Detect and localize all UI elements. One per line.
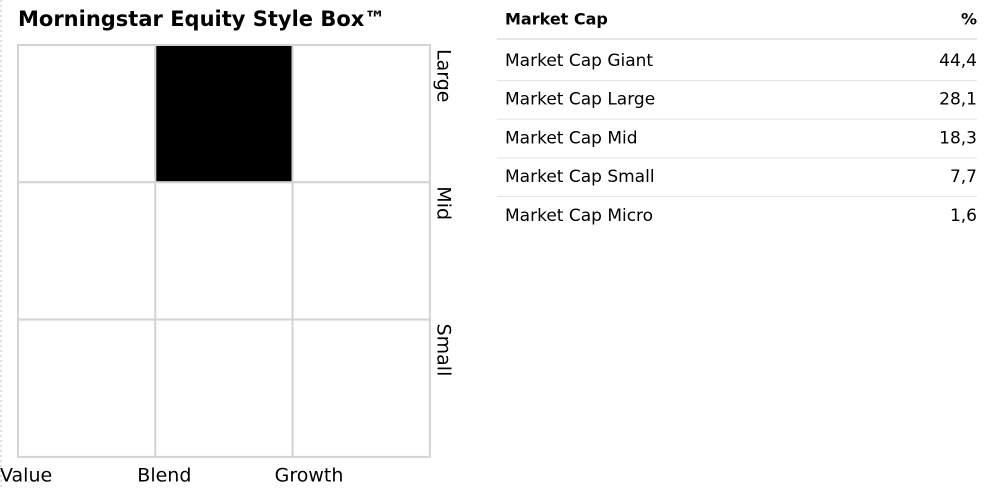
style-box-cell (291, 181, 431, 321)
row-value: 44,4 (939, 51, 977, 71)
row-name: Market Cap Small (505, 167, 655, 187)
row-name: Market Cap Large (505, 90, 655, 110)
column-label: Blend (137, 465, 191, 487)
style-box-title: Morningstar Equity Style Box™ (18, 7, 385, 31)
row-name: Market Cap Giant (505, 51, 653, 71)
style-box-cell (291, 44, 431, 184)
row-label: Small (433, 324, 455, 377)
style-box-cell (154, 181, 294, 321)
column-label: Growth (275, 465, 344, 487)
style-box-cell (17, 181, 157, 321)
row-label: Mid (433, 186, 455, 220)
row-name: Market Cap Micro (505, 206, 653, 226)
table-header: Market Cap (505, 10, 608, 29)
row-label: Large (433, 49, 455, 102)
style-box-cell (17, 44, 157, 184)
row-name: Market Cap Mid (505, 128, 638, 148)
style-box-cell (154, 318, 294, 458)
column-label: Value (0, 465, 52, 487)
row-value: 7,7 (950, 167, 977, 187)
style-box-cell (291, 318, 431, 458)
style-box-cell (154, 44, 294, 184)
row-value: 28,1 (939, 90, 977, 110)
row-value: 1,6 (950, 206, 977, 226)
style-box-cell (17, 318, 157, 458)
row-value: 18,3 (939, 128, 977, 148)
table-header: % (961, 10, 977, 29)
